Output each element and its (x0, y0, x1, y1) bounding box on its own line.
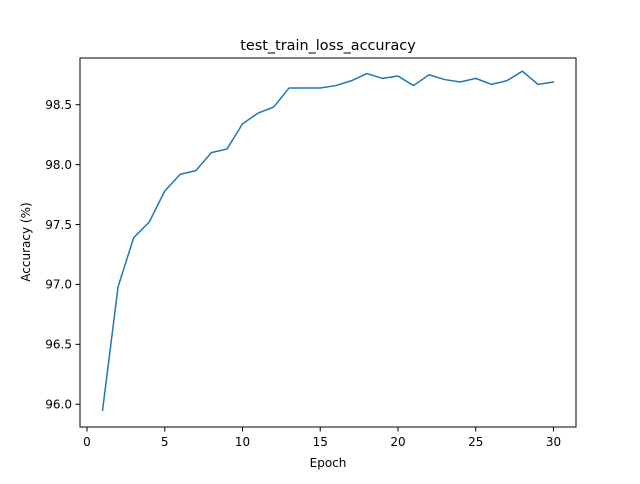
chart-title: test_train_loss_accuracy (240, 38, 416, 54)
x-tick-label: 20 (390, 435, 405, 449)
y-tick-label: 97.0 (45, 278, 72, 292)
y-tick-label: 98.5 (45, 98, 72, 112)
y-tick-label: 96.5 (45, 338, 72, 352)
series-line (101, 70, 555, 412)
x-tick-label: 5 (161, 435, 169, 449)
y-tick-label: 96.0 (45, 398, 72, 412)
x-axis-label: Epoch (310, 456, 347, 470)
plot-frame (79, 57, 577, 428)
x-axis: 0 5 10 15 20 25 30 (83, 427, 561, 449)
x-tick-label: 0 (83, 435, 91, 449)
y-axis: 96.0 96.5 97.0 97.5 98.0 98.5 (45, 98, 80, 412)
y-tick-label: 97.5 (45, 218, 72, 232)
plot-area: 0 5 10 15 20 25 30 96.0 96.5 97.0 97.5 98.0 98.5 (45, 57, 577, 449)
x-tick-label: 25 (468, 435, 483, 449)
x-tick-label: 15 (313, 435, 328, 449)
x-tick-label: 30 (546, 435, 561, 449)
series-layer (101, 70, 555, 412)
x-tick-label: 10 (235, 435, 250, 449)
y-axis-label: Accuracy (%) (19, 202, 33, 281)
y-tick-label: 98.0 (45, 158, 72, 172)
